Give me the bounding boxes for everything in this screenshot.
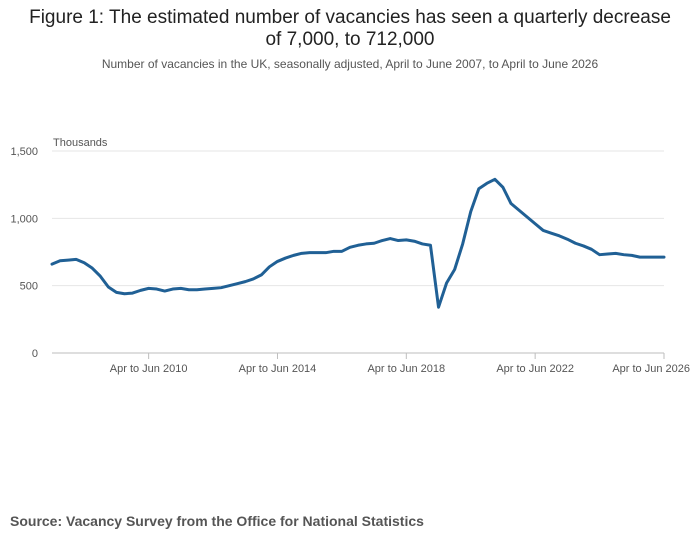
series xyxy=(50,177,666,309)
y-tick-label: 1,500 xyxy=(10,146,38,158)
y-tick-label: 1,000 xyxy=(10,213,38,225)
chart-subtitle: Number of vacancies in the UK, seasonall… xyxy=(101,57,599,71)
y-axis-label: Thousands xyxy=(53,137,108,149)
x-tick-label: Apr to Jun 2022 xyxy=(496,363,574,375)
x-tick-label: Apr to Jun 2010 xyxy=(110,363,188,375)
series-line-vacancies xyxy=(50,177,666,309)
x-tick-label: Apr to Jun 2018 xyxy=(367,363,445,375)
gridlines xyxy=(52,150,664,287)
axes: 0 500 1,000 1,500 Apr to Jun 2010 Apr to Jun … xyxy=(10,146,690,375)
chart-title: Figure 1: The estimated number of vacanc… xyxy=(29,7,671,50)
y-tick-label: 500 xyxy=(20,281,38,293)
x-tick-label: Apr to Jun 2026 xyxy=(612,363,690,375)
y-tick-label: 0 xyxy=(32,348,38,360)
x-tick-label: Apr to Jun 2014 xyxy=(239,363,317,375)
source-note: Source: Vacancy Survey from the Office f… xyxy=(10,513,424,529)
